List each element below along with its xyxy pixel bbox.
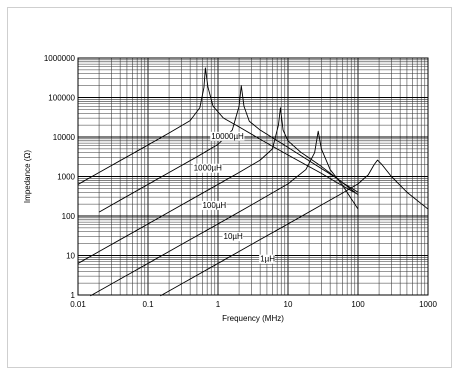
grid [77,58,428,296]
x-axis-ticks: 0.01 0.1 1 10 100 1000 [70,300,437,309]
curve-label: 10µH [224,232,244,241]
series-lines [77,67,429,297]
curve-label: 10000µH [211,132,244,141]
x-tick-label: 0.1 [142,300,154,309]
series-line [77,67,359,195]
y-tick-label: 1 [71,291,76,300]
x-tick-label: 100 [351,300,365,309]
x-axis-label: Frequency (MHz) [222,314,284,323]
y-tick-label: 100 [62,212,76,221]
series-line [90,130,359,297]
y-tick-label: 1000 [57,173,75,182]
y-axis-label: Impedance (Ω) [23,150,32,203]
series-line [98,85,356,213]
curve-labels: 10000µH 1000µH 100µH 10µH 1µH [192,131,275,264]
curve-label-background [222,232,243,242]
y-tick-label: 10000 [53,133,76,142]
y-tick-label: 1000000 [44,54,76,63]
x-tick-label: 1000 [419,300,437,309]
y-tick-label: 10 [66,252,75,261]
series-line [77,107,359,264]
series-line [160,159,429,297]
x-tick-label: 0.01 [70,300,86,309]
chart-frame [7,7,452,368]
y-tick-label: 100000 [48,94,75,103]
y-axis-ticks: 1 10 100 1000 10000 100000 1000000 [44,54,76,300]
curve-label-background [259,254,275,264]
plot-border [77,57,429,296]
curve-label-background [201,200,227,210]
curve-label-background [210,131,245,141]
curve-label: 1µH [260,255,275,264]
x-tick-label: 10 [284,300,293,309]
x-tick-label: 1 [216,300,221,309]
curve-label: 1000µH [194,164,222,173]
curve-label: 100µH [202,201,226,210]
curve-label-background [192,163,223,173]
